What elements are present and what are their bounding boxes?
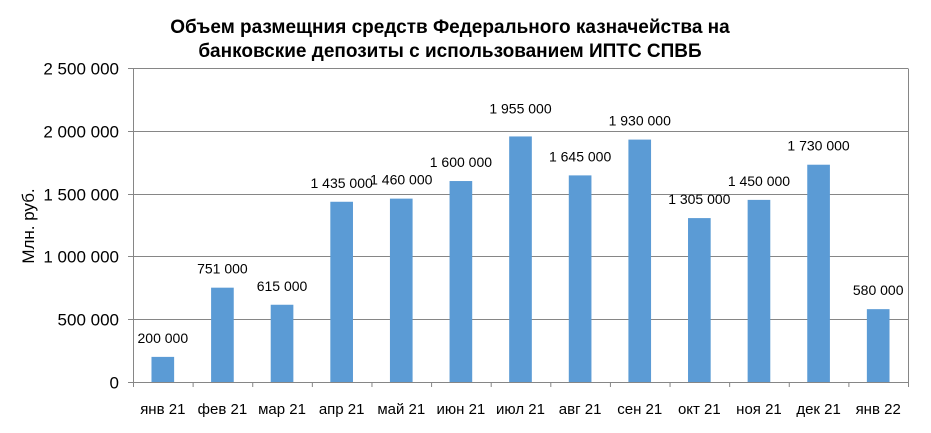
x-tick-label: июн 21 [437,401,486,418]
bar [389,198,413,382]
data-label: 1 930 000 [609,113,671,129]
x-tick-label: фев 21 [198,401,248,418]
bar [628,139,652,382]
bar [151,356,175,382]
data-label: 1 460 000 [370,172,432,188]
chart-title: Объем размещния средств Федерального каз… [100,16,800,64]
bar [807,164,830,382]
bar [270,304,294,382]
y-tick-label: 1 500 000 [43,186,119,205]
y-tick-label: 0 [110,374,119,393]
bar [509,136,532,382]
y-tick-label: 2 500 000 [43,60,119,79]
y-tick-label: 500 000 [58,311,119,330]
x-tick-label: апр 21 [319,401,365,418]
x-tick-label: июл 21 [496,401,545,418]
y-tick-label: 1 000 000 [43,248,119,267]
x-tick-label: янв 22 [856,401,901,418]
chart-title-line-2: банковские депозиты с использованием ИПТ… [198,41,702,62]
bar [568,175,592,382]
x-tick-label: май 21 [377,401,425,418]
data-label: 615 000 [257,278,308,294]
x-tick-label: ноя 21 [736,401,782,418]
axes: 0 500 000 1 000 000 1 500 000 2 000 000 2 500… [43,60,909,418]
x-tick-label: сен 21 [617,401,662,418]
bar [330,201,353,382]
data-label: 1 435 000 [311,175,373,191]
data-label: 580 000 [853,282,904,298]
bar [688,218,711,382]
bar [211,287,234,382]
bars [151,136,890,382]
bar [747,199,771,382]
chart-title-line-1: Объем размещния средств Федерального каз… [170,17,730,38]
data-label: 200 000 [138,330,189,346]
data-label: 1 450 000 [728,173,790,189]
bar [866,309,890,382]
bar [449,181,473,382]
x-tick-label: янв 21 [140,401,185,418]
y-axis-title: Млн. руб. [19,188,38,263]
data-label: 751 000 [197,261,248,277]
data-label: 1 645 000 [549,148,611,164]
data-label: 1 600 000 [430,154,492,170]
x-tick-label: дек 21 [796,401,841,418]
x-tick-label: мар 21 [258,401,306,418]
y-tick-label: 2 000 000 [43,123,119,142]
data-label: 1 730 000 [787,138,849,154]
data-label: 1 305 000 [668,191,730,207]
x-tick-label: авг 21 [559,401,602,418]
data-label: 1 955 000 [489,100,551,116]
x-tick-label: окт 21 [678,401,721,418]
